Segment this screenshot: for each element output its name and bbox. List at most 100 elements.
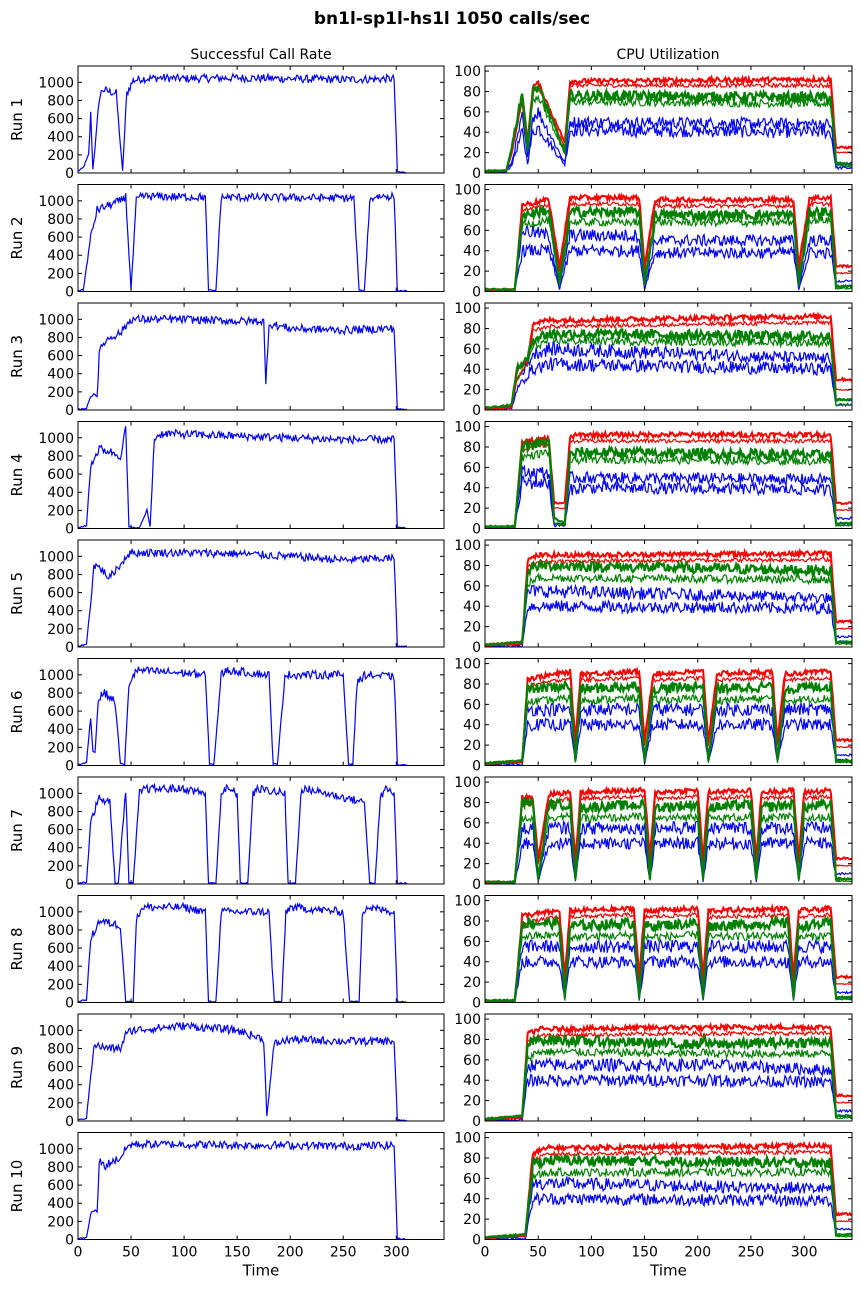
- axes-frame: [484, 1132, 853, 1240]
- axes-frame: [484, 65, 853, 174]
- y-tick-label: 40: [463, 362, 481, 378]
- run-row: Run 7 0 200 400 600 800 1000 0 20 40 60 80 100: [8, 775, 853, 893]
- y-tick-label: 200: [47, 1096, 74, 1112]
- cpu-line-green-low: [485, 216, 852, 292]
- series-group: [485, 191, 852, 292]
- y-tick-label: 60: [463, 223, 481, 239]
- figure-title: bn1l-sp1l-hs1l 1050 calls/sec: [314, 9, 590, 29]
- y-tick-label: 1000: [38, 312, 74, 328]
- y-tick-label: 1000: [38, 668, 74, 684]
- y-tick-label: 1000: [38, 905, 74, 921]
- y-tick-label: 40: [463, 1073, 481, 1089]
- run-label: Run 7: [8, 809, 26, 852]
- y-tick-label: 0: [472, 759, 481, 775]
- cpu-line-red-high: [485, 311, 852, 410]
- series-group: [78, 72, 408, 173]
- y-tick-label: 0: [472, 996, 481, 1012]
- y-tick-label: 0: [65, 522, 74, 538]
- run-label: Run 5: [8, 572, 26, 615]
- y-tick-label: 600: [47, 823, 74, 839]
- y-tick-label: 100: [454, 538, 481, 554]
- cpu-line-blue-low: [485, 599, 852, 647]
- y-tick-label: 60: [463, 1053, 481, 1069]
- call-rate-line: [78, 313, 408, 410]
- y-tick-label: 40: [463, 125, 481, 141]
- y-tick-label: 400: [47, 367, 74, 383]
- call-rate-panel: 0 200 400 600 800 1000: [38, 65, 445, 182]
- x-tick-label: 150: [224, 1245, 251, 1261]
- run-row: Run 2 0 200 400 600 800 1000 0 20 40 60 80 100: [8, 183, 853, 301]
- axes-frame: [77, 895, 445, 1003]
- y-tick-label: 100: [454, 657, 481, 673]
- cpu-line-green-high: [485, 1032, 852, 1121]
- y-tick-label: 20: [463, 738, 481, 754]
- series-group: [485, 311, 852, 410]
- x-tick-label: 100: [171, 1245, 198, 1261]
- cpu-line-green-high: [485, 796, 852, 884]
- cpu-line-green-low: [485, 94, 852, 173]
- series-group: [485, 547, 852, 647]
- y-tick-label: 100: [454, 64, 481, 80]
- y-tick-label: 400: [47, 604, 74, 620]
- y-tick-label: 200: [47, 385, 74, 401]
- series-group: [78, 547, 407, 647]
- cpu-line-blue-high: [485, 225, 852, 292]
- y-tick-label: 20: [463, 857, 481, 873]
- cpu-line-red-high: [485, 191, 852, 292]
- y-tick-label: 40: [463, 481, 481, 497]
- run-row: Run 6 0 200 400 600 800 1000 0 20 40 60 80 100: [8, 657, 853, 775]
- call-rate-line: [78, 1021, 408, 1121]
- y-tick-label: 60: [463, 1171, 481, 1187]
- cpu-panel: 0 20 40 60 80 100: [454, 538, 853, 656]
- cpu-line-blue-low: [485, 474, 852, 529]
- cpu-panel: 0 20 40 60 80 100: [454, 1012, 853, 1130]
- call-rate-line: [78, 190, 408, 292]
- y-tick-label: 80: [463, 914, 481, 930]
- y-tick-label: 600: [47, 586, 74, 602]
- y-tick-label: 600: [47, 1178, 74, 1194]
- y-tick-label: 800: [47, 212, 74, 228]
- y-tick-label: 1000: [38, 1023, 74, 1039]
- y-tick-label: 0: [472, 1233, 481, 1249]
- y-tick-label: 100: [454, 183, 481, 199]
- y-tick-label: 80: [463, 1151, 481, 1167]
- cpu-line-green-high: [485, 326, 852, 410]
- series-group: [78, 426, 407, 529]
- y-tick-label: 400: [47, 248, 74, 264]
- run-label: Run 4: [8, 453, 26, 496]
- axes-frame: [484, 184, 853, 292]
- y-tick-label: 80: [463, 440, 481, 456]
- run-label: Run 3: [8, 335, 26, 378]
- cpu-line-red-high: [485, 785, 852, 884]
- cpu-line-blue-low: [485, 835, 852, 884]
- y-tick-label: 20: [463, 1212, 481, 1228]
- y-tick-label: 40: [463, 244, 481, 260]
- cpu-line-blue-high: [485, 1056, 852, 1121]
- y-tick-label: 800: [47, 1041, 74, 1057]
- call-rate-panel: 0 200 400 600 800 1000: [38, 776, 445, 893]
- y-tick-label: 40: [463, 836, 481, 852]
- series-group: [78, 190, 408, 292]
- axes-frame: [77, 65, 445, 174]
- y-tick-label: 0: [65, 166, 74, 182]
- axes-frame: [484, 539, 853, 648]
- call-rate-panel: 0 200 400 600 800 1000: [38, 1013, 445, 1130]
- y-tick-label: 20: [463, 501, 481, 517]
- series-group: [485, 1140, 852, 1240]
- y-tick-label: 400: [47, 959, 74, 975]
- axes-frame: [77, 1013, 445, 1122]
- run-row: Run 4 0 200 400 600 800 1000 0 20 40 60 80 100: [8, 420, 853, 538]
- y-tick-label: 800: [47, 93, 74, 109]
- series-group: [78, 782, 408, 884]
- run-label: Run 9: [8, 1046, 26, 1089]
- y-tick-label: 600: [47, 467, 74, 483]
- y-tick-label: 20: [463, 383, 481, 399]
- axes-frame: [77, 658, 445, 766]
- y-tick-label: 200: [47, 1214, 74, 1230]
- y-tick-label: 20: [463, 146, 481, 162]
- cpu-line-green-high: [485, 914, 852, 1003]
- y-tick-label: 80: [463, 558, 481, 574]
- y-tick-label: 0: [65, 640, 74, 656]
- cpu-panel: 0 20 40 60 80 100: [454, 775, 853, 893]
- series-group: [485, 1021, 852, 1121]
